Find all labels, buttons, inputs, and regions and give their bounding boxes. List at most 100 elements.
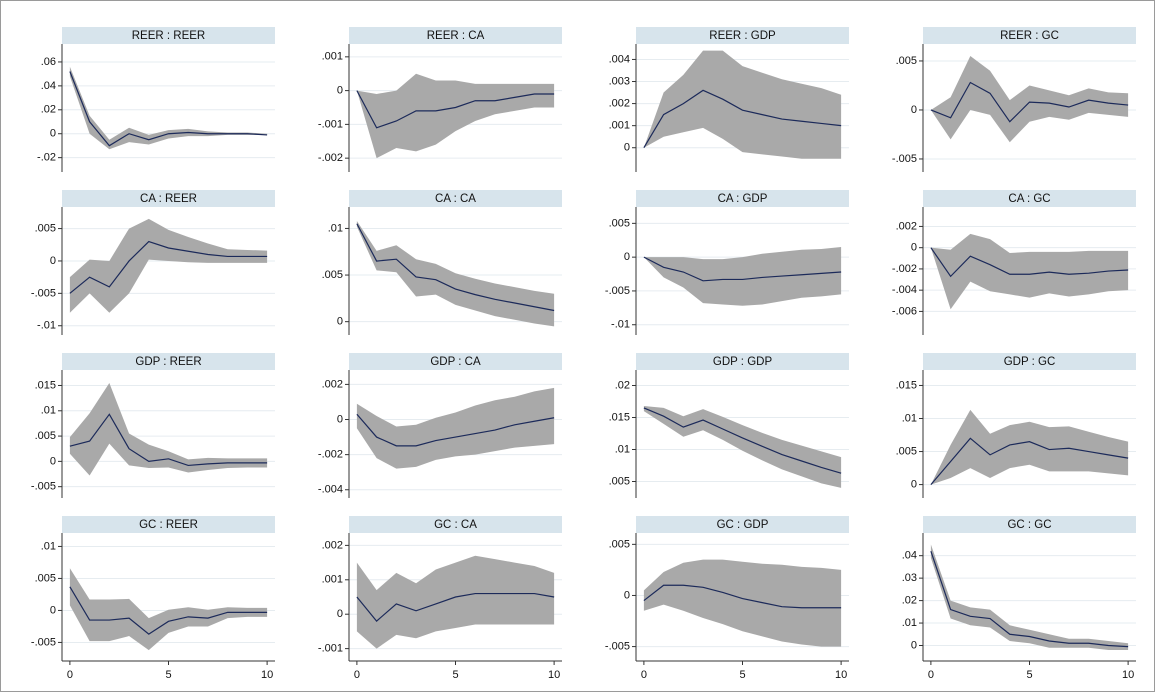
panel-title: REER : CA [427,30,485,42]
confidence-band [930,56,1129,143]
plot-area [62,533,275,661]
y-tick-label: 0 [50,604,56,616]
strip [923,516,1136,533]
irf-line [643,584,842,609]
y-tick-label: .04 [902,550,917,562]
y-tick-label: 0 [50,128,56,140]
y-tick-label: .01 [902,412,917,424]
confidence-band [356,220,555,327]
strip [923,190,1136,207]
panel-title: REER : GDP [709,30,776,42]
strip [349,190,562,207]
confidence-band [69,66,268,150]
y-tick-label: .01 [41,540,56,552]
strip [636,353,849,370]
y-tick-label: -.005 [31,636,56,648]
y-tick-label: -.01 [611,319,630,331]
x-tick-label: 5 [1026,669,1032,681]
strip [349,353,562,370]
y-tick-label: 0 [50,455,56,467]
strip [349,516,562,533]
strip [62,353,275,370]
y-tick-label: .002 [609,97,630,109]
y-tick-label: .005 [609,217,630,229]
y-tick-label: -.001 [318,118,343,130]
y-tick-label: .005 [896,55,917,67]
y-tick-label: .001 [322,51,343,63]
y-tick-label: 0 [911,639,917,651]
strip [636,190,849,207]
y-tick-label: .01 [615,443,630,455]
y-tick-label: -.005 [31,481,56,493]
y-tick-label: -.002 [318,449,343,461]
y-tick-label: .02 [902,594,917,606]
y-tick-label: -.02 [37,152,56,164]
y-tick-label: .03 [902,572,917,584]
y-tick-label: 0 [911,478,917,490]
irf-line [356,592,555,622]
confidence-band [930,409,1129,485]
confidence-band [643,405,842,488]
confidence-band [643,247,842,306]
y-tick-label: 0 [911,104,917,116]
y-tick-label: .02 [615,379,630,391]
y-tick-label: 0 [337,316,343,328]
y-tick-label: 0 [624,142,630,154]
y-tick-label: 0 [50,255,56,267]
irf-line [356,90,555,129]
x-tick-label: 10 [835,669,847,681]
x-tick-label: 10 [261,669,273,681]
y-tick-label: .005 [896,445,917,457]
confidence-band [69,568,268,651]
y-tick-label: .06 [41,56,56,68]
y-tick-label: .002 [322,378,343,390]
panel-title: GDP : GC [1004,356,1056,368]
y-tick-label: .002 [896,220,917,232]
y-tick-label: .003 [609,75,630,87]
y-tick-label: -.005 [31,287,56,299]
panel-title: GC : REER [139,519,198,531]
irf-line [356,223,555,312]
confidence-band [356,555,555,649]
irf-line [69,413,268,467]
strip [923,27,1136,44]
confidence-band [643,559,842,647]
y-tick-label: .004 [609,53,630,65]
x-tick-label: 10 [1122,669,1134,681]
panel-title: REER : REER [132,30,206,42]
panel-title: CA : GC [1008,193,1050,205]
panel-title: CA : CA [435,193,476,205]
y-tick-label: .001 [609,120,630,132]
y-tick-label: -.005 [892,153,917,165]
panel-title: REER : GC [1000,30,1059,42]
irf-line [643,407,842,474]
panel-title: CA : REER [140,193,197,205]
y-tick-label: .04 [41,80,56,92]
y-tick-label: .01 [902,617,917,629]
y-tick-label: .005 [609,538,630,550]
confidence-band [356,73,555,159]
y-tick-label: -.006 [892,305,917,317]
y-tick-label: -.005 [605,285,630,297]
panel-title: GDP : REER [135,356,201,368]
y-tick-label: .005 [322,269,343,281]
y-tick-label: 0 [337,608,343,620]
irf-line [930,437,1129,485]
x-tick-label: 10 [548,669,560,681]
plot-area [62,44,275,172]
y-tick-label: 0 [624,589,630,601]
x-tick-label: 5 [165,669,171,681]
irf-line [69,71,268,147]
x-tick-label: 5 [452,669,458,681]
y-tick-label: .015 [896,379,917,391]
y-tick-label: -.004 [892,284,917,296]
irf-line [930,247,1129,278]
y-tick-label: .005 [35,572,56,584]
y-tick-label: -.004 [318,484,343,496]
confidence-band [356,387,555,469]
strip [62,190,275,207]
y-tick-label: .015 [35,379,56,391]
y-tick-label: 0 [337,85,343,97]
y-tick-label: -.01 [37,320,56,332]
